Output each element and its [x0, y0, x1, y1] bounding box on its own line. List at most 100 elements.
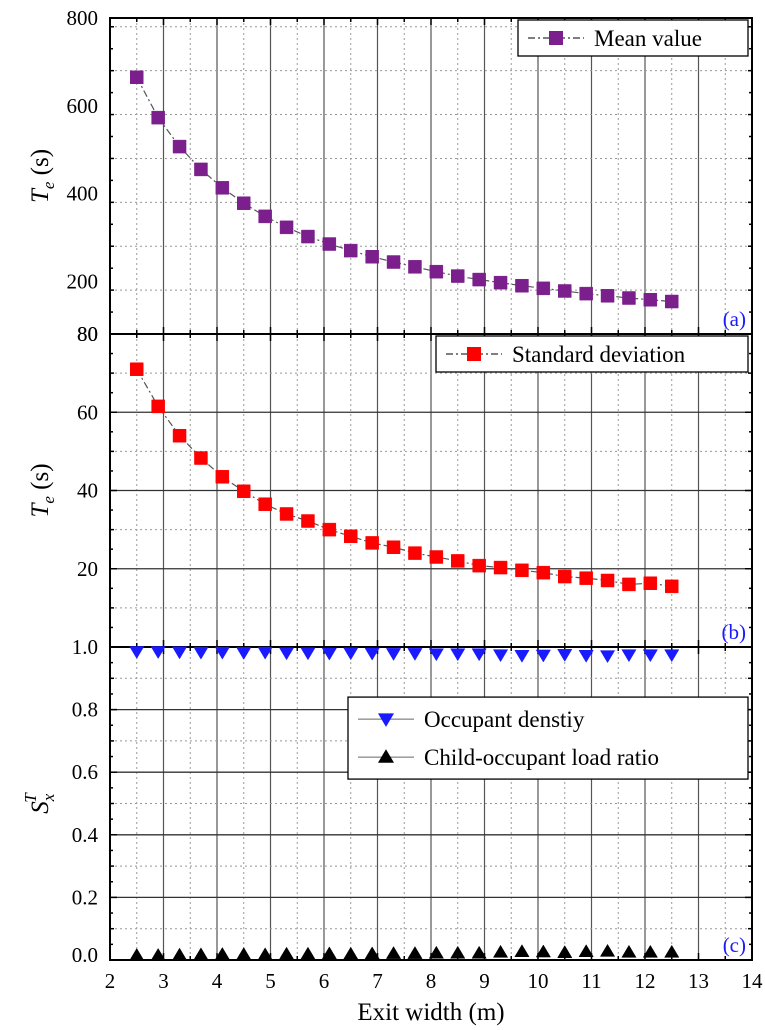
x-tick-label: 2	[105, 969, 116, 993]
data-point	[492, 649, 509, 663]
data-point	[344, 243, 358, 258]
legend-label: Occupant denstiy	[424, 707, 585, 732]
data-point	[492, 944, 509, 958]
data-point	[258, 209, 272, 224]
data-point	[321, 946, 337, 960]
y-axis-title-subscript: e	[39, 181, 58, 189]
data-point	[407, 648, 423, 661]
data-point	[535, 649, 551, 663]
data-point	[557, 649, 573, 662]
data-point	[129, 947, 145, 961]
data-point	[237, 484, 251, 499]
data-point	[514, 944, 530, 957]
data-point	[151, 110, 165, 125]
x-tick-label: 10	[528, 969, 549, 993]
data-point	[622, 577, 636, 592]
y-axis-title: SxT	[21, 792, 58, 814]
legend-marker	[549, 31, 563, 45]
data-point	[150, 947, 166, 961]
y-axis-title-unit: (s)	[27, 149, 54, 182]
data-point	[664, 649, 680, 663]
data-point	[428, 648, 444, 662]
data-point	[130, 70, 144, 84]
data-point	[600, 289, 615, 303]
y-tick-label: 40	[77, 479, 98, 503]
y-axis-title: Te (s)	[27, 149, 58, 203]
data-point	[493, 560, 508, 575]
data-point	[279, 507, 294, 521]
legend-marker	[377, 713, 395, 727]
x-tick-label: 13	[688, 969, 709, 993]
data-point	[301, 229, 315, 244]
data-series	[129, 70, 680, 961]
y-tick-label: 80	[77, 322, 98, 346]
grid-lines	[109, 18, 753, 961]
panel-label: (b)	[722, 620, 747, 644]
x-tick-label: 6	[319, 969, 330, 993]
data-point	[343, 946, 359, 960]
data-point	[557, 945, 573, 958]
data-point	[642, 649, 658, 663]
data-point	[193, 646, 209, 660]
y-tick-label: 1.0	[72, 635, 98, 659]
data-point	[429, 264, 444, 279]
data-point	[364, 647, 380, 661]
series-occupant-denstiy	[129, 646, 680, 664]
data-point	[300, 946, 316, 960]
x-tick-label: 4	[212, 969, 223, 993]
x-tick-label: 7	[372, 969, 383, 993]
x-tick-label: 5	[265, 969, 276, 993]
data-point	[643, 576, 658, 590]
data-point	[493, 275, 508, 290]
data-point	[300, 647, 316, 661]
data-point	[451, 554, 465, 568]
y-tick-label: 800	[67, 6, 99, 30]
data-point	[642, 944, 658, 958]
data-point	[364, 946, 380, 960]
legend: Mean value	[517, 19, 749, 57]
data-point	[579, 286, 593, 301]
y-tick-label: 600	[67, 94, 99, 118]
data-point	[386, 540, 401, 554]
data-point	[599, 650, 616, 664]
data-point	[171, 646, 188, 660]
y-axis-title-subscript: x	[39, 793, 58, 802]
x-tick-label: 11	[581, 969, 601, 993]
data-point	[257, 646, 273, 660]
y-axis-title-symbol: T	[27, 187, 54, 203]
data-point	[215, 181, 230, 195]
data-point	[151, 399, 165, 414]
x-tick-label: 3	[158, 969, 169, 993]
y-tick-label: 0.0	[72, 943, 98, 967]
y-axis-title-unit: (s)	[27, 463, 54, 496]
data-point	[408, 260, 422, 274]
data-point	[515, 278, 529, 293]
data-point	[386, 255, 401, 269]
data-point	[236, 647, 252, 660]
data-point	[622, 291, 636, 305]
data-point	[194, 451, 208, 465]
legend-label: Child-occupant load ratio	[424, 745, 659, 770]
y-tick-label: 0.2	[72, 885, 98, 909]
data-point	[558, 569, 572, 584]
data-point	[385, 946, 402, 959]
data-point	[344, 529, 358, 544]
x-tick-label: 14	[742, 969, 764, 993]
data-point	[343, 647, 359, 661]
data-point	[278, 647, 295, 661]
data-point	[301, 514, 315, 528]
data-point	[536, 281, 551, 296]
legend-marker	[377, 749, 395, 763]
data-point	[621, 649, 637, 663]
axis-titles: Te (s)(a)Te (s)(b)SxT(c)Exit width (m)	[21, 149, 746, 1026]
data-point	[471, 648, 487, 662]
data-point	[365, 250, 379, 264]
data-point	[579, 571, 593, 585]
y-axis-title-subscript: e	[39, 496, 58, 504]
tick-labels: 20040060080080204060800.00.20.40.60.81.0…	[67, 6, 764, 993]
data-point	[664, 944, 680, 958]
data-point	[451, 269, 465, 283]
data-point	[665, 579, 679, 594]
panel-label: (c)	[723, 933, 746, 957]
data-point	[129, 646, 145, 660]
